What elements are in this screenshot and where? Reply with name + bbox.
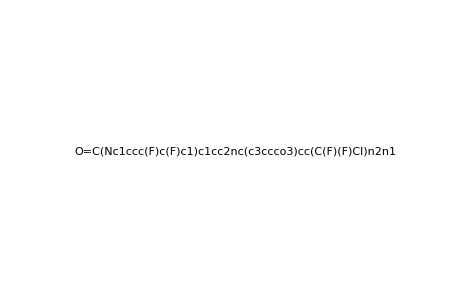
- Text: O=C(Nc1ccc(F)c(F)c1)c1cc2nc(c3ccco3)cc(C(F)(F)Cl)n2n1: O=C(Nc1ccc(F)c(F)c1)c1cc2nc(c3ccco3)cc(C…: [74, 146, 396, 157]
